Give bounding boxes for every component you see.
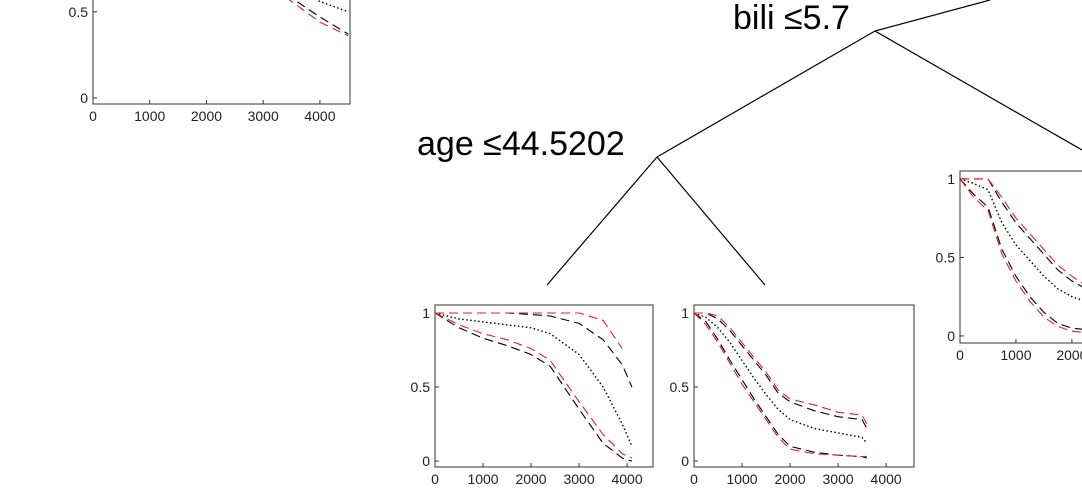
survival-curve — [960, 178, 1082, 284]
y-tick-label: 1 — [422, 305, 430, 321]
y-tick-label: 0 — [947, 328, 955, 344]
survival-curve — [315, 0, 349, 13]
y-tick-label: 0 — [80, 90, 88, 106]
x-tick-label: 0 — [431, 471, 439, 487]
x-tick-label: 2000 — [515, 471, 546, 487]
y-tick-label: 0.5 — [670, 379, 690, 395]
x-tick-label: 1000 — [467, 471, 498, 487]
x-tick-label: 2000 — [774, 471, 805, 487]
survival-curve — [960, 178, 1082, 301]
survival-curve — [694, 312, 868, 425]
y-tick-label: 0.5 — [69, 4, 89, 20]
x-tick-label: 1000 — [1000, 347, 1031, 363]
survival-plot: 0 1000 2000 3000 4000 0 0.5 1 — [411, 304, 654, 487]
survival-curve — [435, 312, 633, 459]
x-tick-label: 2000 — [191, 108, 222, 124]
x-tick-label: 0 — [89, 108, 97, 124]
survival-curve — [694, 312, 867, 458]
survival-curve — [694, 312, 868, 444]
plot-frame — [92, 0, 351, 105]
y-tick-label: 0 — [681, 453, 689, 469]
survival-curve — [435, 312, 633, 447]
y-tick-label: 1 — [681, 305, 689, 321]
edge — [656, 156, 766, 286]
plot-frame — [959, 170, 1082, 344]
x-tick-label: 3000 — [823, 471, 854, 487]
node-label: bili ≤5.7 — [733, 0, 850, 37]
x-tick-label: 0 — [690, 471, 698, 487]
x-tick-label: 1000 — [134, 108, 165, 124]
node-label: age ≤44.5202 — [417, 125, 625, 163]
edge — [874, 0, 991, 32]
y-tick-label: 0.5 — [411, 379, 431, 395]
edge — [656, 30, 876, 158]
edge — [874, 30, 1082, 151]
survival-curve — [960, 178, 1082, 330]
y-tick-label: 0.5 — [936, 249, 956, 265]
survival-curve — [694, 312, 868, 429]
x-tick-label: 0 — [956, 347, 964, 363]
tree-edges — [546, 0, 1082, 286]
survival-plot: 0 1000 2000 3000 4000 0 0.5 1 — [670, 304, 915, 487]
y-tick-label: 0 — [422, 453, 430, 469]
survival-curve — [288, 0, 349, 37]
plot-frame — [693, 304, 915, 468]
x-tick-label: 2000 — [1056, 347, 1082, 363]
x-tick-label: 4000 — [871, 471, 902, 487]
x-tick-label: 3000 — [563, 471, 594, 487]
x-tick-label: 3000 — [248, 108, 279, 124]
survival-curve — [435, 312, 623, 349]
y-tick-label: 1 — [947, 171, 955, 187]
survival-curve — [960, 178, 1082, 333]
survival-curve — [435, 312, 633, 462]
x-tick-label: 4000 — [304, 108, 335, 124]
x-tick-label: 1000 — [726, 471, 757, 487]
edge — [546, 156, 658, 286]
x-tick-label: 4000 — [611, 471, 642, 487]
plot-frame — [434, 304, 654, 468]
survival-curve — [293, 0, 349, 35]
